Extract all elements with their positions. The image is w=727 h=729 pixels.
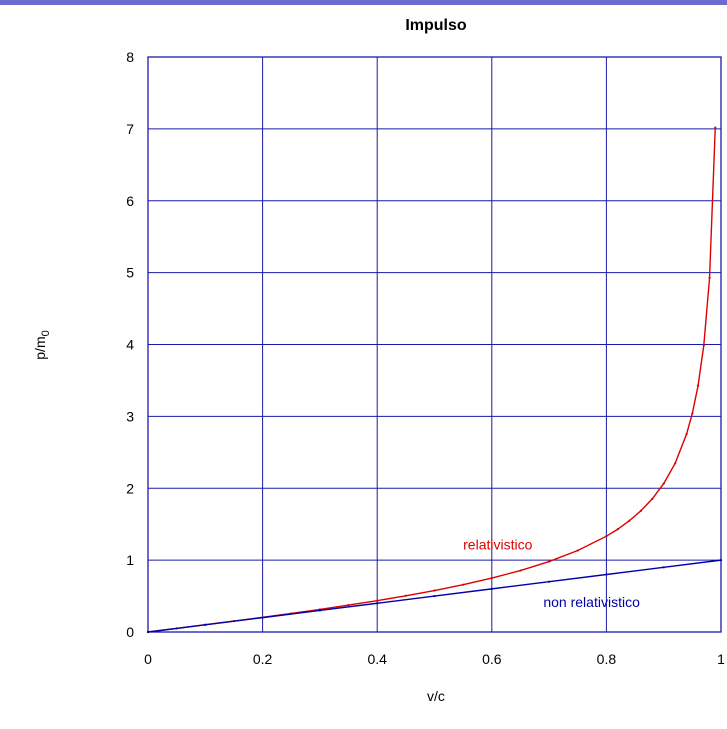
chart-title: Impulso (405, 17, 467, 34)
series-point (376, 602, 379, 605)
y-tick-label: 7 (126, 121, 134, 137)
series-point (696, 384, 700, 387)
series-point (404, 594, 407, 597)
y-axis-label: p/m0 (32, 330, 52, 359)
series-annotation: relativistico (463, 536, 532, 552)
series-point (433, 589, 436, 592)
y-tick-label: 0 (126, 624, 134, 640)
series-point (204, 623, 207, 626)
series-point (651, 497, 654, 500)
series-point (548, 580, 551, 583)
y-axis-label-main: p/m (32, 336, 48, 359)
series-point (548, 560, 551, 563)
y-axis-ticks: 0 1 2 3 4 5 6 7 8 (126, 49, 134, 640)
x-tick-label: 1 (717, 651, 725, 667)
series-point (662, 566, 665, 569)
y-tick-label: 3 (126, 408, 134, 424)
series-point (691, 412, 694, 415)
plot-border (147, 56, 722, 633)
y-tick-label: 5 (126, 265, 134, 281)
x-tick-label: 0.2 (253, 651, 273, 667)
series-point (719, 559, 723, 562)
y-tick-label: 1 (126, 552, 134, 568)
x-tick-label: 0.6 (482, 651, 502, 667)
series-line (147, 127, 716, 633)
series-point (639, 509, 642, 512)
series-point (616, 528, 619, 531)
series-point (519, 569, 522, 572)
series-point (347, 604, 350, 607)
series-point (376, 599, 379, 602)
series-annotation: non relativistico (543, 594, 640, 610)
series-group (146, 126, 723, 634)
y-tick-label: 2 (126, 480, 134, 496)
series-point (628, 519, 631, 522)
y-tick-label: 8 (126, 49, 134, 65)
x-tick-label: 0.4 (367, 651, 387, 667)
x-axis-ticks: 0 0.2 0.4 0.6 0.8 1 (144, 651, 725, 667)
series-point (576, 549, 579, 552)
annotations: relativistico non relativistico (463, 536, 640, 610)
series-point (146, 630, 150, 634)
series-point (462, 583, 465, 586)
y-axis-label-subscript: 0 (40, 330, 52, 336)
x-tick-label: 0 (144, 651, 152, 667)
series-point (714, 126, 717, 129)
series-point (318, 609, 321, 612)
x-tick-label: 0.8 (597, 651, 617, 667)
series-point (605, 573, 608, 576)
x-axis-label: v/c (427, 688, 445, 704)
series-point (674, 462, 677, 465)
series-point (605, 535, 608, 538)
series-point (708, 276, 711, 280)
y-tick-label: 6 (126, 193, 134, 209)
series-point (685, 432, 688, 436)
series-point (702, 344, 705, 347)
series-point (433, 594, 436, 598)
series-point (490, 587, 493, 590)
grid (147, 56, 722, 633)
y-tick-label: 4 (126, 337, 134, 353)
series-point (261, 616, 264, 619)
series-point (490, 576, 493, 580)
series-point (662, 482, 665, 485)
window-top-bar (0, 0, 727, 5)
